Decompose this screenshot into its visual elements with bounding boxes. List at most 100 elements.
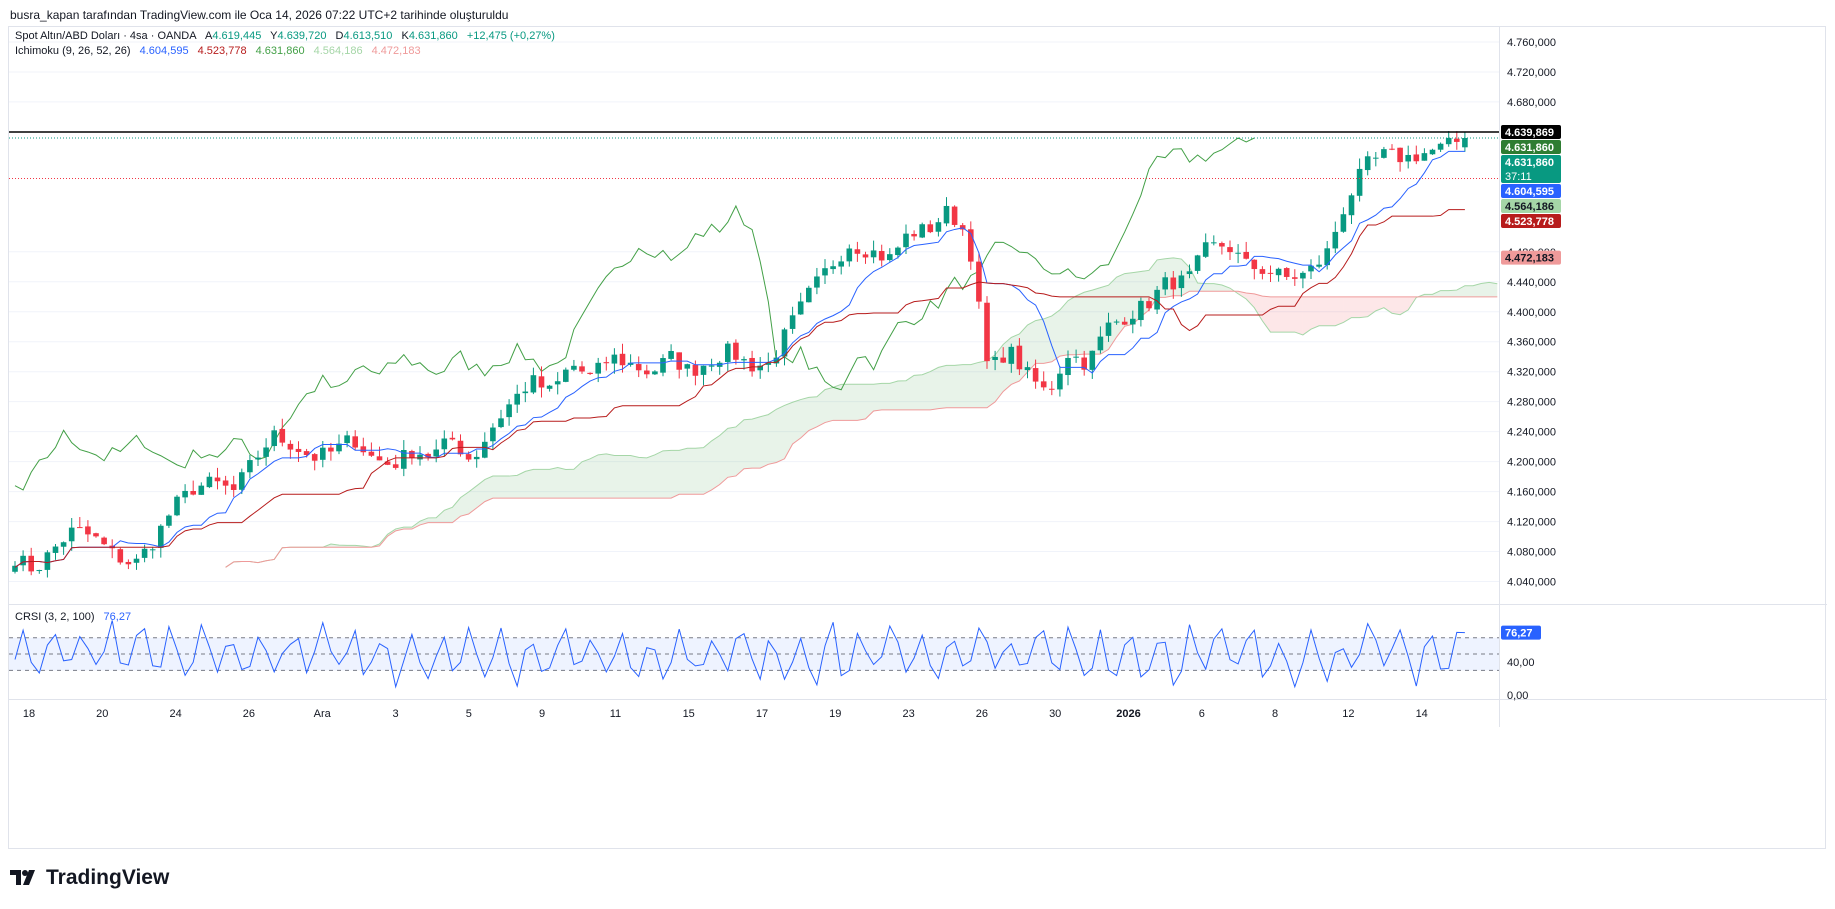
price-badge-label: 4.631,860 [1505, 157, 1554, 169]
tradingview-logo[interactable]: TradingView [10, 866, 169, 890]
price-tick-label: 4.320,000 [1507, 367, 1556, 379]
cloud-segment [703, 440, 712, 495]
time-tick-label: 18 [23, 708, 35, 720]
cloud-segment [727, 426, 736, 478]
candle-body [887, 254, 893, 261]
candle-body [1259, 269, 1266, 274]
cloud-segment [671, 450, 680, 499]
candle-body [903, 233, 909, 248]
candle-body [449, 437, 456, 440]
kijun-value: 4.523,778 [197, 45, 247, 57]
candle-body [749, 357, 755, 372]
time-tick-label: 26 [976, 708, 988, 720]
cloud-segment [1319, 296, 1328, 326]
candle-body [384, 461, 391, 465]
time-tick-label: 17 [756, 708, 768, 720]
cloud-segment [452, 497, 461, 523]
chart-frame[interactable]: 4.760,0004.720,0004.680,0004.480,0004.44… [8, 26, 1827, 850]
candle-body [757, 365, 763, 371]
rsi-legend[interactable]: CRSI (3, 2, 100) 76,27 [15, 611, 137, 623]
cloud-segment [938, 365, 947, 409]
candle-body [1389, 148, 1395, 150]
cloud-segment [978, 360, 987, 408]
cloud-segment [930, 367, 939, 410]
candle-body [133, 558, 140, 563]
price-tick-label: 4.240,000 [1507, 427, 1556, 439]
time-tick-label: 26 [243, 708, 255, 720]
candle-body [765, 362, 772, 365]
candle-body [1364, 156, 1371, 171]
candle-body [401, 450, 407, 469]
cloud-segment [1238, 291, 1247, 300]
candle-body [1227, 247, 1233, 253]
candle-body [773, 357, 780, 364]
candle-body [635, 364, 642, 371]
candle-body [125, 561, 132, 565]
low-value: 4.613,510 [343, 30, 393, 42]
candle-body [571, 365, 577, 370]
cloud-segment [428, 517, 437, 523]
candle-body [1316, 264, 1322, 267]
candle-body [1130, 318, 1136, 325]
cloud-segment [1311, 296, 1320, 330]
price-badge-label: 4.604,595 [1505, 186, 1554, 198]
price-badge-label: 4.564,186 [1505, 201, 1554, 213]
candle-body [668, 350, 674, 359]
cloud-segment [1278, 296, 1287, 333]
price-badge [1501, 125, 1561, 140]
candle-body [85, 526, 91, 535]
price-tick-label: 4.280,000 [1507, 397, 1556, 409]
price-badge [1501, 214, 1561, 229]
cloud-segment [752, 416, 761, 469]
cloud-segment [1068, 295, 1077, 355]
cloud-segment [744, 419, 753, 469]
candle-body [1154, 289, 1160, 310]
candle-body [708, 365, 715, 367]
symbol-legend[interactable]: Spot Altın/ABD Doları · 4sa · OANDA A4.6… [15, 30, 561, 42]
price-chart[interactable]: 4.760,0004.720,0004.680,0004.480,0004.44… [9, 27, 1827, 850]
candle-body [530, 375, 537, 393]
candle-body [1219, 243, 1225, 247]
ichimoku-legend[interactable]: Ichimoku (9, 26, 52, 26) 4.604,595 4.523… [15, 45, 427, 57]
time-tick-label: 9 [539, 708, 545, 720]
candle-body [1089, 350, 1096, 370]
price-tick-label: 4.200,000 [1507, 457, 1556, 469]
cloud-segment [816, 389, 825, 427]
cloud-segment [825, 387, 834, 423]
high-value: 4.639,720 [277, 30, 327, 42]
candle-body [838, 261, 844, 267]
cloud-segment [614, 455, 623, 499]
candle-body [101, 537, 107, 545]
candle-body [214, 477, 221, 482]
candle-body [303, 451, 310, 455]
cloud-segment [1359, 296, 1368, 318]
cloud-segment [833, 384, 842, 421]
candle-body [1057, 373, 1063, 390]
tenkan-value: 4.604,595 [139, 45, 189, 57]
cloud-segment [1335, 296, 1344, 326]
candle-body [733, 342, 739, 360]
cloud-segment [1351, 296, 1360, 318]
candle-body [352, 436, 358, 448]
rsi-tick-label: 40,00 [1507, 657, 1535, 669]
candle-body [1413, 154, 1420, 162]
cloud-segment [1302, 296, 1311, 335]
price-badge-label: 4.472,183 [1505, 253, 1554, 265]
cloud-segment [598, 453, 607, 499]
chikou-value: 4.631,860 [255, 45, 305, 57]
candle-body [935, 222, 942, 232]
cloud-segment [1456, 285, 1465, 297]
price-tick-label: 4.680,000 [1507, 97, 1556, 109]
candle-body [619, 353, 626, 366]
candle-body [1251, 259, 1258, 270]
candle-body [247, 460, 253, 473]
candle-body [644, 370, 650, 375]
cloud-segment [436, 510, 445, 523]
indicator-name: Ichimoku (9, 26, 52, 26) [15, 45, 131, 57]
candle-body [1186, 271, 1193, 275]
cloud-segment [1270, 296, 1279, 333]
candle-body [959, 225, 966, 230]
price-badge-label: 4.639,869 [1505, 127, 1554, 139]
candle-body [230, 484, 237, 490]
cloud-segment [1383, 296, 1392, 314]
